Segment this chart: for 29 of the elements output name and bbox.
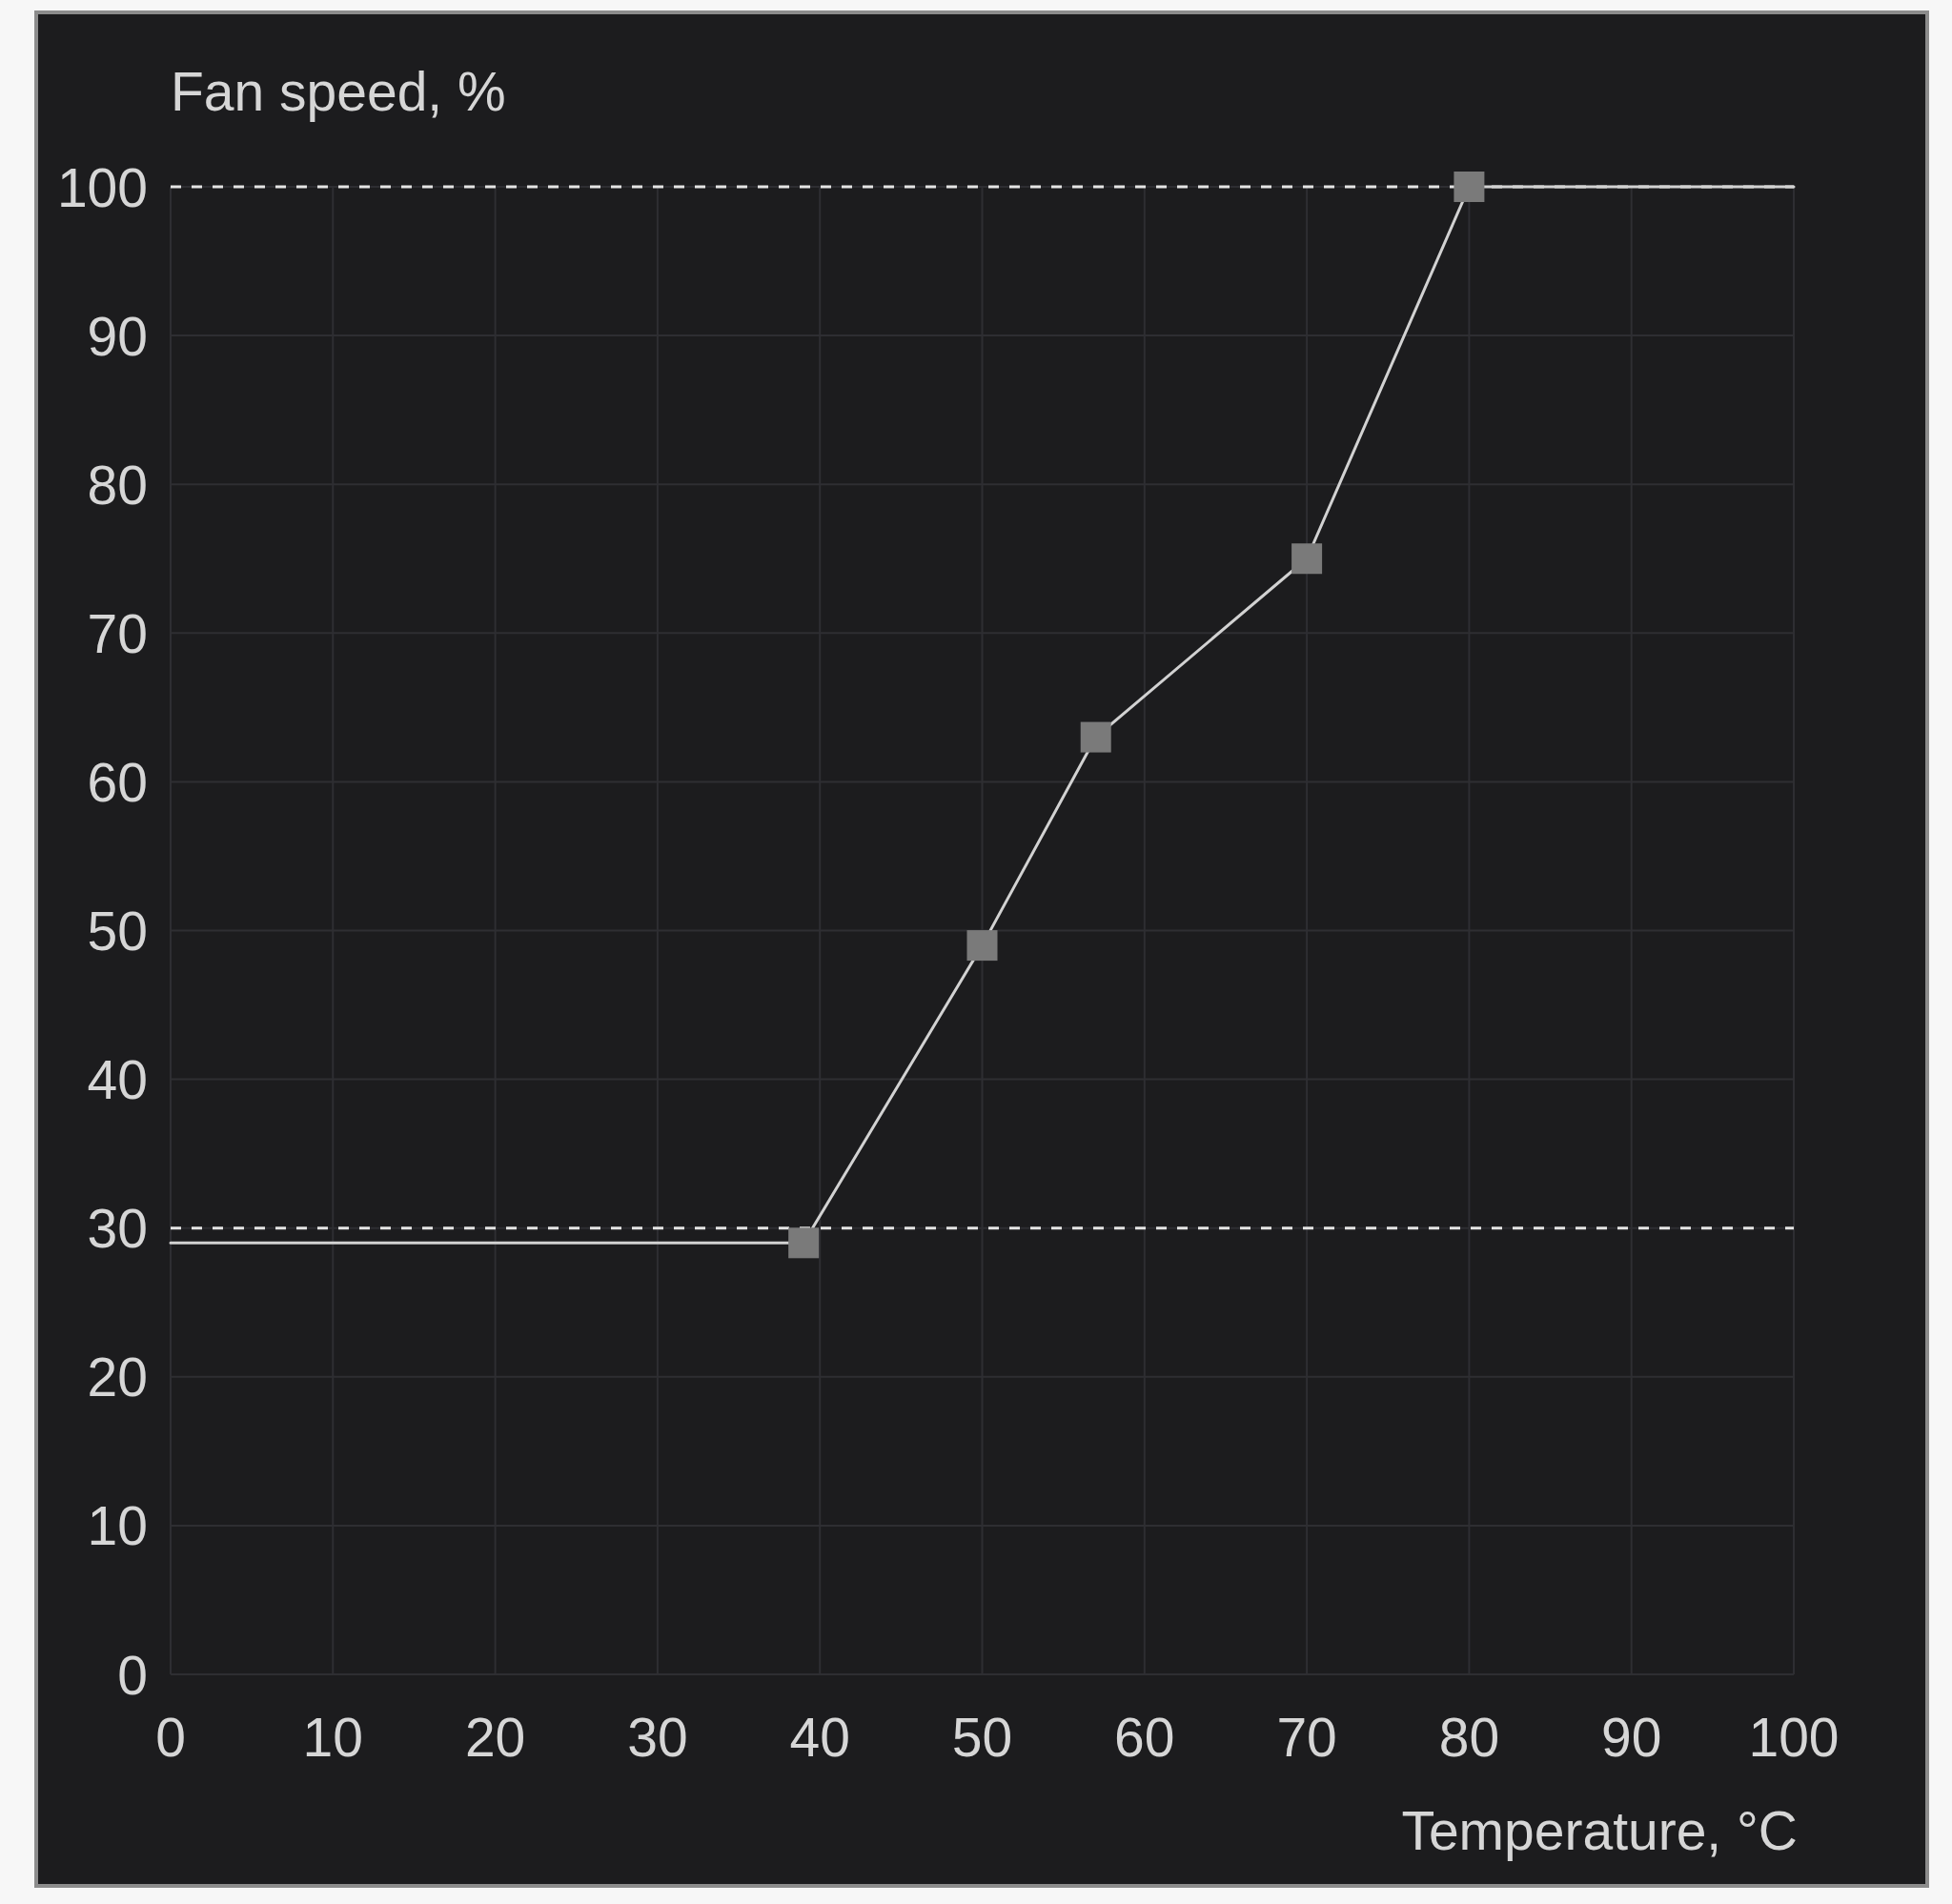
point [1291, 543, 1323, 575]
x-tick-label: 70 [1276, 1706, 1337, 1768]
x-tick-label: 20 [464, 1706, 526, 1768]
x-tick-label: 40 [789, 1706, 850, 1768]
x-axis-title: Temperature, °C [1401, 1799, 1798, 1861]
y-axis-title: Fan speed, % [171, 60, 506, 122]
y-tick-label: 10 [87, 1495, 148, 1557]
point [1454, 172, 1485, 202]
y-tick-label: 40 [87, 1049, 148, 1111]
x-tick-label: 100 [1748, 1706, 1840, 1768]
y-tick-label: 80 [87, 454, 148, 516]
x-tick-label: 60 [1114, 1706, 1175, 1768]
x-tick-label: 30 [627, 1706, 688, 1768]
x-tick-label: 50 [951, 1706, 1013, 1768]
y-tick-label: 60 [87, 751, 148, 813]
x-tick-label: 10 [302, 1706, 363, 1768]
x-tick-label: 90 [1601, 1706, 1662, 1768]
x-tick-label: 80 [1438, 1706, 1500, 1768]
x-tick-label: 0 [155, 1706, 186, 1768]
point [1080, 721, 1111, 753]
y-tick-label: 70 [87, 602, 148, 664]
y-tick-label: 100 [56, 156, 148, 218]
point [966, 930, 998, 962]
y-tick-label: 20 [87, 1347, 148, 1408]
point [788, 1227, 820, 1259]
y-tick-label: 0 [117, 1644, 148, 1706]
y-tick-label: 30 [87, 1198, 148, 1260]
y-tick-label: 90 [87, 305, 148, 367]
y-tick-label: 50 [87, 901, 148, 962]
